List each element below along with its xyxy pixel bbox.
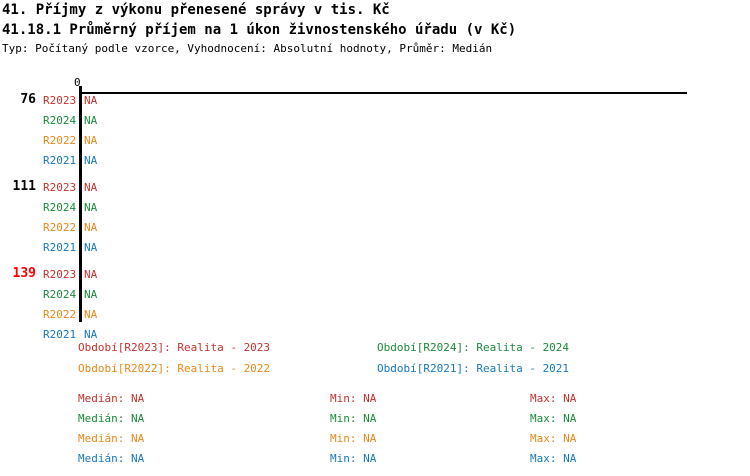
row-series-label: R2024: [43, 288, 77, 301]
table-row: R2021 NA: [0, 154, 750, 170]
row-value-label: NA: [84, 201, 98, 214]
axis-top-horizontal-line: [80, 92, 687, 94]
stat-median: Medián: NA: [78, 452, 145, 465]
row-value-label: NA: [84, 328, 98, 341]
row-value-label: NA: [84, 181, 98, 194]
stat-min: Min: NA: [330, 412, 377, 425]
row-value-label: NA: [84, 221, 98, 234]
table-row: R2024 NA: [0, 201, 750, 217]
row-series-label: R2022: [43, 221, 77, 234]
row-series-label: R2024: [43, 201, 77, 214]
row-series-label: R2023: [43, 94, 77, 107]
stat-max: Max: NA: [530, 392, 577, 405]
legend-item[interactable]: Období[R2022]: Realita - 2022: [78, 362, 271, 375]
stat-min: Min: NA: [330, 432, 377, 445]
row-value-label: NA: [84, 288, 98, 301]
stat-median: Medián: NA: [78, 392, 145, 405]
stat-min: Min: NA: [330, 392, 377, 405]
table-row: R2024 NA: [0, 288, 750, 304]
legend-item[interactable]: Období[R2023]: Realita - 2023: [78, 341, 271, 354]
row-series-label: R2022: [43, 308, 77, 321]
row-series-label: R2024: [43, 114, 77, 127]
table-row: R2022 NA: [0, 221, 750, 237]
table-row: R2022 NA: [0, 134, 750, 150]
group-label-76: 76: [20, 92, 36, 107]
axis-zero-vertical-line: [79, 86, 82, 322]
table-row: R2023 NA: [0, 94, 750, 110]
group-label-139: 139: [12, 266, 36, 281]
stat-median: Medián: NA: [78, 432, 145, 445]
page-title: 41. Příjmy z výkonu přenesené správy v t…: [2, 2, 390, 18]
row-series-label: R2023: [43, 181, 77, 194]
row-series-label: R2021: [43, 328, 77, 341]
axis-tick-label-0: 0: [74, 76, 81, 89]
table-row: R2023 NA: [0, 268, 750, 284]
stat-max: Max: NA: [530, 432, 577, 445]
row-series-label: R2022: [43, 134, 77, 147]
row-series-label: R2023: [43, 268, 77, 281]
row-value-label: NA: [84, 308, 98, 321]
row-value-label: NA: [84, 114, 98, 127]
row-series-label: R2021: [43, 241, 77, 254]
row-value-label: NA: [84, 134, 98, 147]
row-value-label: NA: [84, 154, 98, 167]
group-label-111: 111: [12, 179, 36, 194]
page-subtitle: 41.18.1 Průměrný příjem na 1 úkon živnos…: [2, 22, 517, 38]
table-row: R2022 NA: [0, 308, 750, 324]
row-series-label: R2021: [43, 154, 77, 167]
page-meta-line: Typ: Počítaný podle vzorce, Vyhodnocení:…: [2, 42, 493, 55]
stat-median: Medián: NA: [78, 412, 145, 425]
stat-min: Min: NA: [330, 452, 377, 465]
table-row: R2021 NA: [0, 328, 750, 344]
row-value-label: NA: [84, 94, 98, 107]
table-row: R2024 NA: [0, 114, 750, 130]
table-row: R2023 NA: [0, 181, 750, 197]
legend-item[interactable]: Období[R2024]: Realita - 2024: [377, 341, 570, 354]
row-value-label: NA: [84, 241, 98, 254]
stat-max: Max: NA: [530, 412, 577, 425]
row-value-label: NA: [84, 268, 98, 281]
table-row: R2021 NA: [0, 241, 750, 257]
stat-max: Max: NA: [530, 452, 577, 465]
legend-item[interactable]: Období[R2021]: Realita - 2021: [377, 362, 570, 375]
